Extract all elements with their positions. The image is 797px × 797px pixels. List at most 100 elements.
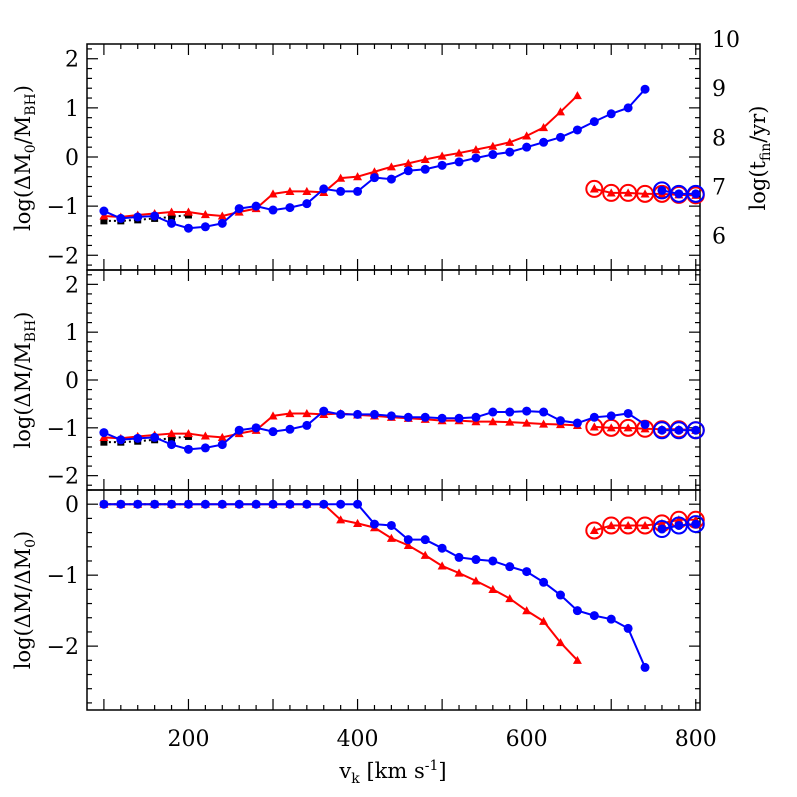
- point: [217, 432, 227, 441]
- y-tick-label: 0: [65, 493, 79, 518]
- y-tick-label: 1: [65, 321, 79, 346]
- point: [572, 606, 582, 616]
- point: [471, 145, 481, 154]
- point: [606, 614, 616, 624]
- point: [420, 535, 430, 545]
- point-ring: [652, 181, 671, 200]
- point: [437, 151, 447, 160]
- point: [657, 518, 667, 527]
- point: [268, 411, 278, 420]
- point: [488, 407, 498, 417]
- right-y-tick-label: 8: [712, 126, 726, 151]
- point-ring: [652, 520, 671, 539]
- panel-frame: [86, 489, 701, 711]
- series-blue: [99, 406, 650, 454]
- point: [691, 425, 701, 435]
- point: [167, 429, 177, 438]
- y-tick-label: 1: [65, 97, 79, 122]
- point: [522, 567, 532, 577]
- y-tick-label: 2: [65, 273, 79, 298]
- point: [116, 435, 126, 445]
- point: [369, 519, 379, 529]
- point: [285, 408, 295, 418]
- point: [302, 199, 312, 209]
- point: [353, 518, 363, 527]
- series-line: [103, 88, 646, 230]
- point: [623, 103, 633, 113]
- point: [168, 434, 176, 442]
- point: [336, 499, 346, 509]
- point: [99, 428, 109, 438]
- point: [200, 222, 210, 232]
- point: [640, 419, 650, 429]
- series-red-circled: [585, 510, 705, 540]
- point: [674, 520, 684, 530]
- point-ring: [686, 515, 705, 534]
- point: [606, 423, 616, 432]
- bottom-ylabel: log(ΔM/ΔM0): [11, 531, 39, 670]
- point: [623, 623, 633, 633]
- point: [606, 109, 616, 119]
- point: [336, 515, 346, 524]
- right-y-tick-label: 10: [712, 28, 740, 53]
- point: [251, 423, 261, 433]
- point: [505, 417, 515, 426]
- point: [505, 594, 515, 603]
- point: [200, 499, 210, 509]
- panel-frame: [86, 43, 701, 271]
- point: [285, 424, 295, 434]
- point: [437, 543, 447, 553]
- point: [100, 438, 108, 446]
- point: [353, 186, 363, 196]
- point: [133, 499, 143, 509]
- point-ring: [686, 184, 705, 203]
- top-ylabel: log(ΔM0/MBH): [11, 85, 39, 231]
- point: [555, 638, 565, 647]
- series-red: [99, 499, 582, 664]
- point: [167, 218, 177, 228]
- point: [589, 422, 599, 431]
- x-tick-label: 200: [167, 727, 209, 752]
- point: [437, 160, 447, 170]
- point: [420, 154, 430, 164]
- panel-middle: −2 −1 0 1 2: [47, 269, 705, 491]
- point: [657, 185, 667, 195]
- point: [691, 519, 701, 529]
- point: [539, 137, 549, 147]
- point: [369, 173, 379, 183]
- point: [353, 499, 363, 509]
- point: [133, 433, 143, 443]
- point: [217, 499, 227, 509]
- point: [505, 147, 515, 157]
- y-tick-label: −1: [47, 417, 79, 442]
- point: [302, 420, 312, 430]
- point: [589, 184, 599, 193]
- y-tick-label: 2: [65, 48, 79, 73]
- point: [555, 590, 565, 600]
- point: [674, 515, 684, 524]
- y-tick-label: 0: [65, 146, 79, 171]
- point-ring: [669, 516, 688, 535]
- point: [555, 416, 565, 426]
- point: [505, 407, 515, 417]
- point: [488, 141, 498, 150]
- point: [522, 142, 532, 152]
- point: [319, 499, 329, 509]
- point: [471, 576, 481, 585]
- point: [606, 411, 616, 421]
- point: [539, 123, 549, 132]
- x-tick-label: 600: [506, 727, 548, 752]
- point: [386, 520, 396, 530]
- point: [606, 188, 616, 197]
- series-line: [103, 94, 579, 218]
- point: [640, 189, 650, 198]
- point: [183, 207, 193, 216]
- point: [386, 174, 396, 184]
- point: [420, 164, 430, 174]
- point: [268, 499, 278, 509]
- point: [319, 184, 329, 194]
- point: [589, 525, 599, 535]
- point: [336, 409, 346, 419]
- point: [353, 409, 363, 419]
- point: [386, 533, 396, 542]
